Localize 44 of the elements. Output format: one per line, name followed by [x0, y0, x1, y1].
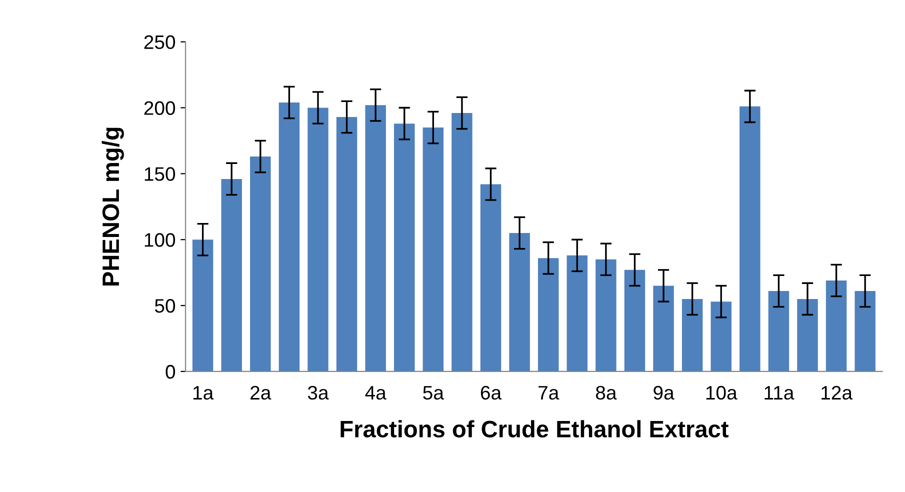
x-tick-label: 7a	[538, 386, 560, 400]
x-tick-label: 8a	[596, 386, 617, 400]
x-tick-label: 10a	[706, 386, 738, 400]
bar	[653, 286, 674, 372]
bar	[740, 106, 760, 372]
bar	[336, 116, 358, 372]
bar	[250, 156, 271, 372]
x-tick-label: 4a	[365, 386, 386, 400]
y-tick-label: 250	[144, 35, 176, 50]
x-tick-label: 5a	[423, 386, 444, 400]
y-tick-label: 150	[144, 167, 176, 181]
y-tick-label: 200	[144, 101, 176, 115]
y-tick-label: 100	[144, 233, 176, 247]
x-tick-label: 2a	[250, 386, 272, 400]
x-tick-label: 9a	[654, 386, 674, 400]
bar	[797, 298, 818, 372]
y-axis-title: PHENOL mg/g	[102, 128, 124, 286]
bar	[394, 124, 415, 372]
x-tick-label: 6a	[480, 386, 502, 400]
x-tick-label: 3a	[308, 386, 329, 400]
bar	[710, 302, 732, 372]
x-tick-label: 11a	[764, 386, 794, 400]
bar	[566, 255, 588, 372]
bar	[192, 240, 214, 372]
bar	[538, 258, 559, 372]
bar	[365, 105, 386, 372]
bar	[480, 184, 502, 372]
bar	[308, 108, 328, 372]
x-tick-label: 1a	[193, 386, 214, 400]
bar	[682, 298, 703, 372]
bar	[596, 259, 616, 372]
y-tick-label: 50	[154, 299, 176, 313]
bar	[452, 113, 472, 372]
bar	[854, 291, 876, 372]
bar	[826, 280, 847, 372]
bar	[768, 291, 790, 372]
bar	[509, 233, 530, 372]
x-axis-title: Fractions of Crude Ethanol Extract	[340, 420, 728, 438]
y-tick-label: 0	[166, 364, 176, 379]
bar	[221, 178, 242, 372]
bar	[278, 102, 300, 372]
bar	[624, 270, 646, 372]
x-tick-label: 12a	[822, 386, 853, 400]
bar	[422, 128, 444, 372]
